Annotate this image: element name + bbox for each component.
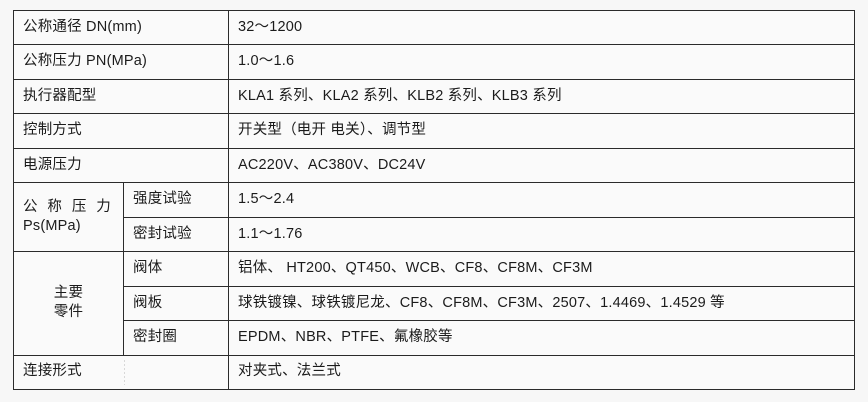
sub-label-valve-plate: 阀板 — [123, 285, 229, 322]
row-label-supply-voltage: 电源压力 — [13, 147, 229, 184]
specification-table: 公称通径 DN(mm) 32～1200 公称压力 PN(MPa) 1.0～1.6… — [13, 9, 855, 391]
row-value-valve-plate: 球铁镀镍、球铁镀尼龙、CF8、CF8M、CF3M、2507、1.4469、1.4… — [228, 285, 855, 322]
specification-table-container: 公称通径 DN(mm) 32～1200 公称压力 PN(MPa) 1.0～1.6… — [13, 9, 855, 391]
row-value-valve-body: 铝体、 HT200、QT450、WCB、CF8、CF8M、CF3M — [228, 251, 855, 287]
table-row: 公称压力 PN(MPa) 1.0～1.6 — [13, 44, 855, 80]
table-row: 电源压力 AC220V、AC380V、DC24V — [13, 147, 855, 184]
row-value-supply-voltage: AC220V、AC380V、DC24V — [228, 147, 855, 184]
sub-label-seal-ring: 密封圈 — [123, 320, 229, 356]
table-row: 连接形式 对夹式、法兰式 — [13, 354, 855, 391]
row-value-control-mode: 开关型（电开 电关）、调节型 — [228, 113, 855, 149]
row-value-strength-test: 1.5～2.4 — [228, 182, 855, 218]
table-row: 控制方式 开关型（电开 电关）、调节型 — [13, 113, 855, 149]
row-label-connection-type: 连接形式 — [13, 354, 229, 391]
row-value-connection-type: 对夹式、法兰式 — [228, 354, 855, 391]
group-label-main-parts-line1: 主要 — [53, 284, 84, 301]
row-value-nominal-pressure: 1.0～1.6 — [228, 44, 855, 80]
table-row: 主要 零件 阀体 铝体、 HT200、QT450、WCB、CF8、CF8M、CF… — [13, 251, 855, 356]
group-label-test-pressure: 公称压力 Ps(MPa) — [13, 182, 124, 253]
group-label-test-pressure-line2: Ps(MPa) — [23, 218, 81, 235]
sub-label-seal-test: 密封试验 — [123, 216, 229, 253]
specification-table-body: 公称通径 DN(mm) 32～1200 公称压力 PN(MPa) 1.0～1.6… — [13, 9, 855, 391]
row-label-actuator-type: 执行器配型 — [13, 78, 229, 115]
sub-label-strength-test: 强度试验 — [123, 182, 229, 218]
table-row: 执行器配型 KLA1 系列、KLA2 系列、KLB2 系列、KLB3 系列 — [13, 78, 855, 115]
group-label-main-parts-line2: 零件 — [53, 304, 84, 321]
row-value-nominal-diameter: 32～1200 — [228, 9, 855, 46]
group-label-main-parts: 主要 零件 — [13, 251, 124, 356]
table-row: 公称通径 DN(mm) 32～1200 — [13, 9, 855, 46]
table-row: 阀板 球铁镀镍、球铁镀尼龙、CF8、CF8M、CF3M、2507、1.4469、… — [14, 285, 855, 322]
row-label-nominal-pressure: 公称压力 PN(MPa) — [13, 44, 229, 80]
row-value-seal-test: 1.1～1.76 — [228, 216, 855, 253]
table-row: 密封试验 1.1～1.76 — [14, 216, 855, 253]
row-value-seal-ring: EPDM、NBR、PTFE、氟橡胶等 — [228, 320, 855, 356]
row-label-control-mode: 控制方式 — [13, 113, 229, 149]
sub-label-valve-body: 阀体 — [123, 251, 229, 287]
table-row: 密封圈 EPDM、NBR、PTFE、氟橡胶等 — [14, 320, 855, 356]
group-label-test-pressure-line1: 公称压力 — [23, 198, 111, 215]
row-label-nominal-diameter: 公称通径 DN(mm) — [13, 9, 229, 46]
table-row: 公称压力 Ps(MPa) 强度试验 1.5～2.4 — [13, 182, 855, 253]
row-value-actuator-type: KLA1 系列、KLA2 系列、KLB2 系列、KLB3 系列 — [228, 78, 855, 115]
